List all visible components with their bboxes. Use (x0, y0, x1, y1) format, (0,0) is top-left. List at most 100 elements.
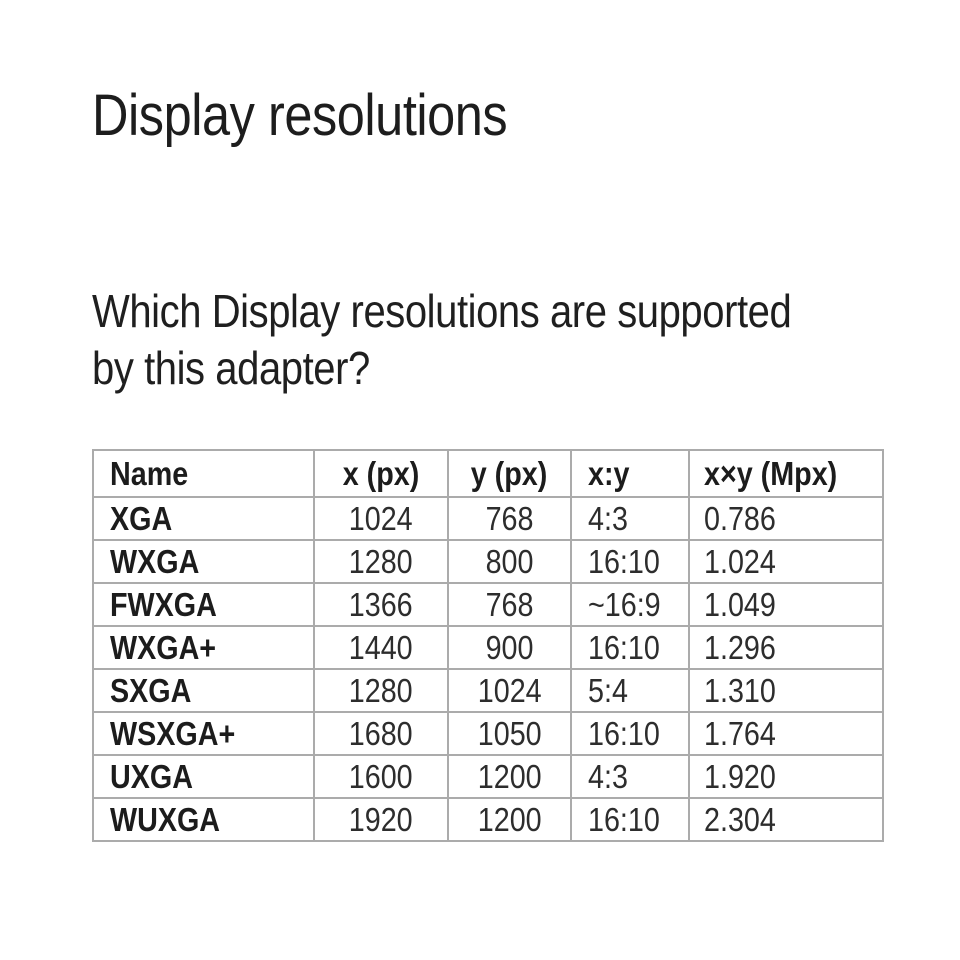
cell-x-pixels: 1680 (313, 711, 449, 756)
resolutions-table: Name x (px) y (px) x:y x×y (Mpx) XGA 102… (92, 449, 884, 842)
cell-x-pixels: 1920 (313, 797, 449, 842)
cell-resolution-name: WXGA (92, 539, 315, 584)
y-pixels-value: 1200 (477, 800, 542, 838)
resolution-name: XGA (110, 499, 173, 537)
cell-megapixels: 1.310 (688, 668, 884, 713)
cell-megapixels: 0.786 (688, 496, 884, 541)
aspect-ratio-value: 4:3 (588, 757, 628, 795)
aspect-ratio-value: 16:10 (588, 714, 660, 752)
column-header-aspect-ratio: x:y (570, 449, 690, 498)
cell-resolution-name: FWXGA (92, 582, 315, 627)
megapixels-value: 0.786 (704, 499, 776, 537)
cell-x-pixels: 1024 (313, 496, 449, 541)
aspect-ratio-value: 16:10 (588, 628, 660, 666)
cell-aspect-ratio: 4:3 (570, 496, 690, 541)
megapixels-value: 1.920 (704, 757, 776, 795)
cell-resolution-name: WSXGA+ (92, 711, 315, 756)
column-header-name: Name (92, 449, 315, 498)
table-row: XGA 1024 768 4:3 0.786 (92, 496, 884, 541)
y-pixels-value: 1024 (477, 671, 542, 709)
x-pixels-value: 1280 (349, 542, 413, 580)
resolution-name: SXGA (110, 671, 192, 709)
megapixels-value: 1.310 (704, 671, 776, 709)
cell-x-pixels: 1280 (313, 539, 449, 584)
table-row: FWXGA 1366 768 ~16:9 1.049 (92, 582, 884, 627)
cell-resolution-name: SXGA (92, 668, 315, 713)
cell-y-pixels: 768 (447, 496, 572, 541)
cell-megapixels: 1.764 (688, 711, 884, 756)
question-text: Which Display resolutions are supported … (92, 283, 896, 397)
question-line-1: Which Display resolutions are supported (92, 285, 792, 337)
cell-aspect-ratio: 16:10 (570, 625, 690, 670)
table-body: XGA 1024 768 4:3 0.786 WXGA 1280 800 16:… (92, 496, 884, 842)
table-row: WUXGA 1920 1200 16:10 2.304 (92, 797, 884, 842)
x-pixels-value: 1920 (349, 800, 413, 838)
cell-x-pixels: 1600 (313, 754, 449, 799)
column-header-x-px: x (px) (313, 449, 449, 498)
cell-aspect-ratio: 16:10 (570, 539, 690, 584)
cell-aspect-ratio: 5:4 (570, 668, 690, 713)
y-pixels-value: 768 (485, 499, 534, 537)
cell-resolution-name: WUXGA (92, 797, 315, 842)
cell-y-pixels: 1050 (447, 711, 572, 756)
y-pixels-value: 768 (485, 585, 534, 623)
resolution-name: WUXGA (110, 800, 221, 838)
column-header-megapixels: x×y (Mpx) (688, 449, 884, 498)
aspect-ratio-value: 16:10 (588, 800, 660, 838)
x-pixels-value: 1680 (349, 714, 413, 752)
cell-aspect-ratio: 16:10 (570, 711, 690, 756)
cell-resolution-name: XGA (92, 496, 315, 541)
aspect-ratio-value: ~16:9 (588, 585, 661, 623)
resolution-name: FWXGA (110, 585, 217, 623)
resolution-name: WXGA (110, 542, 200, 580)
cell-y-pixels: 1200 (447, 754, 572, 799)
x-pixels-value: 1024 (349, 499, 413, 537)
x-pixels-value: 1280 (349, 671, 413, 709)
x-pixels-value: 1600 (349, 757, 413, 795)
column-header-y-px: y (px) (447, 449, 572, 498)
table-header-row: Name x (px) y (px) x:y x×y (Mpx) (92, 449, 884, 498)
cell-y-pixels: 900 (447, 625, 572, 670)
cell-x-pixels: 1280 (313, 668, 449, 713)
cell-y-pixels: 800 (447, 539, 572, 584)
cell-aspect-ratio: 16:10 (570, 797, 690, 842)
table-row: WXGA+ 1440 900 16:10 1.296 (92, 625, 884, 670)
megapixels-value: 2.304 (704, 800, 776, 838)
cell-y-pixels: 1024 (447, 668, 572, 713)
cell-y-pixels: 1200 (447, 797, 572, 842)
cell-megapixels: 1.049 (688, 582, 884, 627)
y-pixels-value: 800 (485, 542, 534, 580)
cell-aspect-ratio: 4:3 (570, 754, 690, 799)
cell-y-pixels: 768 (447, 582, 572, 627)
x-pixels-value: 1440 (349, 628, 413, 666)
page-title: Display resolutions (92, 86, 569, 146)
aspect-ratio-value: 16:10 (588, 542, 660, 580)
megapixels-value: 1.049 (704, 585, 776, 623)
cell-resolution-name: WXGA+ (92, 625, 315, 670)
cell-megapixels: 1.024 (688, 539, 884, 584)
aspect-ratio-value: 4:3 (588, 499, 628, 537)
megapixels-value: 1.296 (704, 628, 776, 666)
table-row: SXGA 1280 1024 5:4 1.310 (92, 668, 884, 713)
megapixels-value: 1.024 (704, 542, 776, 580)
y-pixels-value: 900 (485, 628, 534, 666)
megapixels-value: 1.764 (704, 714, 776, 752)
cell-x-pixels: 1440 (313, 625, 449, 670)
x-pixels-value: 1366 (349, 585, 413, 623)
cell-x-pixels: 1366 (313, 582, 449, 627)
resolution-name: WSXGA+ (110, 714, 236, 752)
cell-aspect-ratio: ~16:9 (570, 582, 690, 627)
question-line-2: by this adapter? (92, 342, 370, 394)
resolution-name: UXGA (110, 757, 193, 795)
y-pixels-value: 1200 (477, 757, 542, 795)
cell-megapixels: 1.296 (688, 625, 884, 670)
cell-megapixels: 1.920 (688, 754, 884, 799)
table-row: UXGA 1600 1200 4:3 1.920 (92, 754, 884, 799)
cell-megapixels: 2.304 (688, 797, 884, 842)
cell-resolution-name: UXGA (92, 754, 315, 799)
aspect-ratio-value: 5:4 (588, 671, 628, 709)
resolution-name: WXGA+ (110, 628, 217, 666)
table-row: WXGA 1280 800 16:10 1.024 (92, 539, 884, 584)
table-row: WSXGA+ 1680 1050 16:10 1.764 (92, 711, 884, 756)
